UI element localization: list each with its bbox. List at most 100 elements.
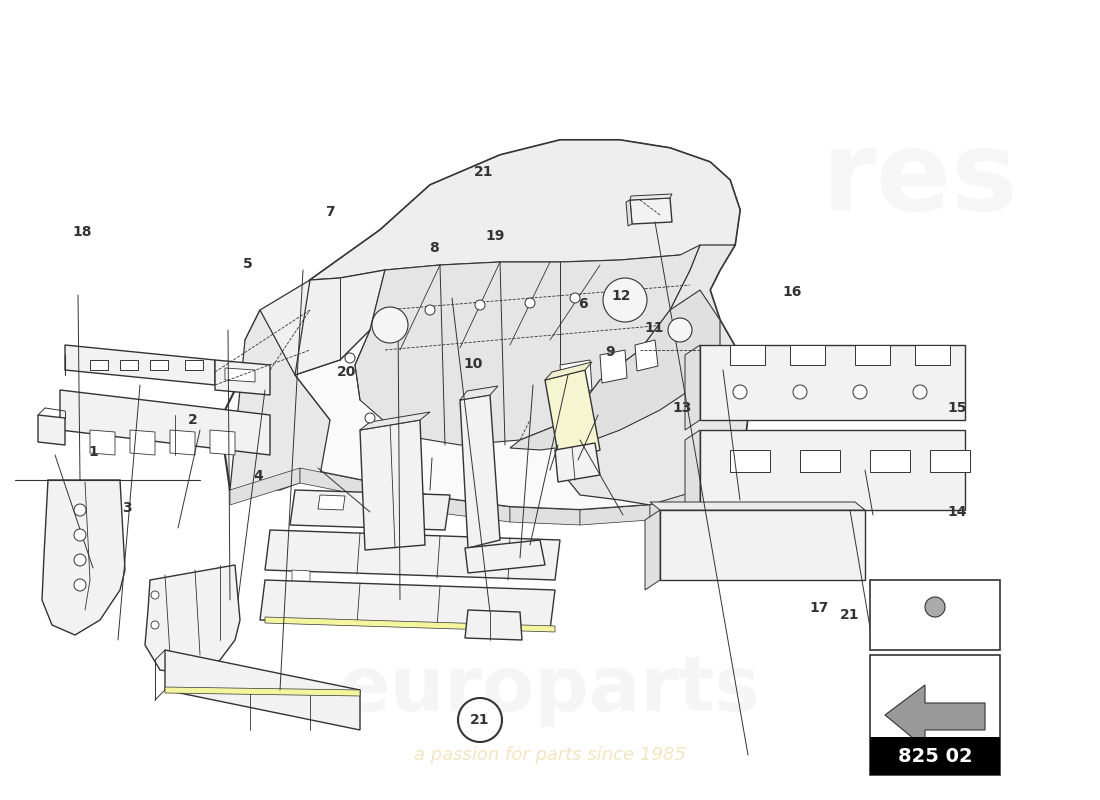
Circle shape [458, 698, 502, 742]
Circle shape [74, 529, 86, 541]
Circle shape [151, 621, 160, 629]
Polygon shape [630, 198, 672, 224]
Polygon shape [886, 685, 984, 748]
Text: 16: 16 [782, 285, 802, 299]
Polygon shape [560, 360, 592, 395]
Polygon shape [368, 497, 395, 512]
Polygon shape [90, 430, 116, 455]
Polygon shape [170, 430, 195, 455]
Text: 8: 8 [430, 241, 439, 255]
Circle shape [425, 305, 435, 315]
Circle shape [74, 579, 86, 591]
Text: 12: 12 [612, 289, 631, 303]
FancyBboxPatch shape [870, 580, 1000, 650]
Polygon shape [185, 360, 204, 370]
Polygon shape [460, 395, 500, 548]
Polygon shape [460, 386, 498, 400]
Text: 6: 6 [579, 297, 587, 311]
Polygon shape [130, 430, 155, 455]
Polygon shape [630, 194, 672, 200]
Polygon shape [220, 140, 750, 510]
Polygon shape [210, 430, 235, 455]
Text: 2: 2 [188, 413, 197, 427]
Circle shape [372, 307, 408, 343]
Text: 15: 15 [947, 401, 967, 415]
Polygon shape [478, 620, 510, 638]
Polygon shape [556, 443, 600, 482]
Polygon shape [560, 245, 750, 505]
Polygon shape [265, 617, 556, 632]
Polygon shape [90, 360, 108, 370]
Text: 9: 9 [606, 345, 615, 359]
Text: a passion for parts since 1985: a passion for parts since 1985 [414, 746, 686, 764]
Text: 21: 21 [474, 165, 494, 179]
Polygon shape [580, 505, 650, 525]
Polygon shape [800, 450, 840, 472]
Circle shape [925, 597, 945, 617]
Text: 825 02: 825 02 [898, 746, 972, 766]
Polygon shape [730, 345, 764, 365]
Polygon shape [700, 430, 965, 510]
Polygon shape [635, 340, 658, 371]
Polygon shape [120, 360, 138, 370]
Circle shape [151, 591, 160, 599]
Circle shape [852, 385, 867, 399]
Polygon shape [290, 490, 450, 530]
Polygon shape [440, 498, 510, 522]
Polygon shape [600, 350, 627, 383]
Polygon shape [855, 345, 890, 365]
Polygon shape [790, 345, 825, 365]
Polygon shape [544, 370, 600, 465]
Polygon shape [230, 468, 300, 505]
Text: 20: 20 [337, 365, 356, 379]
Text: res: res [822, 126, 1019, 234]
Text: 14: 14 [947, 505, 967, 519]
Polygon shape [355, 245, 700, 445]
Polygon shape [165, 650, 360, 730]
Polygon shape [510, 290, 720, 450]
Circle shape [345, 353, 355, 363]
Polygon shape [65, 345, 214, 385]
Polygon shape [265, 530, 560, 580]
Text: 5: 5 [243, 257, 252, 271]
Polygon shape [150, 360, 168, 370]
Circle shape [603, 278, 647, 322]
Polygon shape [145, 565, 240, 675]
Text: europarts: europarts [339, 653, 761, 727]
Polygon shape [685, 430, 700, 520]
Circle shape [365, 413, 375, 423]
Polygon shape [626, 200, 632, 226]
Polygon shape [360, 420, 425, 550]
Polygon shape [165, 687, 360, 696]
Circle shape [913, 385, 927, 399]
Text: 18: 18 [73, 225, 92, 239]
Polygon shape [300, 468, 370, 497]
Text: 3: 3 [122, 501, 131, 515]
Polygon shape [650, 502, 865, 510]
FancyBboxPatch shape [870, 655, 1000, 775]
Polygon shape [226, 368, 255, 382]
Polygon shape [360, 412, 430, 430]
Polygon shape [650, 490, 700, 520]
Polygon shape [230, 310, 330, 490]
Text: 13: 13 [672, 401, 692, 415]
Circle shape [525, 298, 535, 308]
Polygon shape [870, 450, 910, 472]
Bar [870, 737, 1000, 775]
Polygon shape [318, 495, 345, 510]
Text: 11: 11 [645, 321, 664, 335]
Polygon shape [60, 390, 270, 455]
Polygon shape [42, 480, 125, 635]
Polygon shape [544, 362, 592, 380]
Polygon shape [700, 345, 965, 420]
Text: 21: 21 [471, 713, 490, 727]
Polygon shape [645, 510, 660, 590]
Polygon shape [214, 360, 270, 395]
Polygon shape [245, 270, 385, 375]
Text: 1: 1 [89, 445, 98, 459]
Polygon shape [930, 450, 970, 472]
Circle shape [74, 504, 86, 516]
Polygon shape [465, 540, 544, 573]
Text: 19: 19 [485, 229, 505, 243]
Polygon shape [370, 482, 440, 513]
